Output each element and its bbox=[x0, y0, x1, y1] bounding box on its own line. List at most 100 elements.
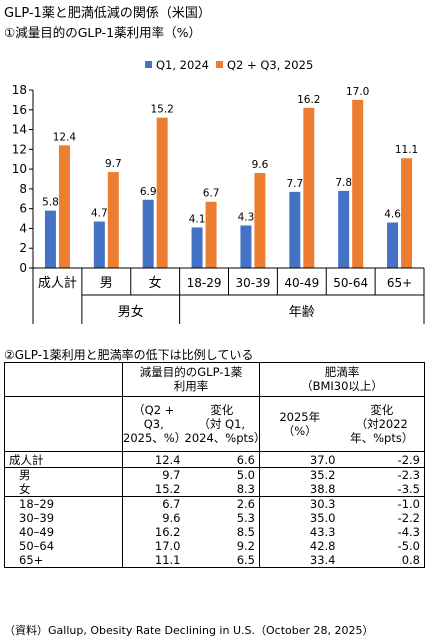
cell-obesity-change: -4.3 bbox=[397, 525, 420, 539]
x-tick-label: 男 bbox=[100, 276, 113, 291]
y-tick-label: 12 bbox=[12, 142, 27, 156]
data-label: 17.0 bbox=[346, 86, 369, 98]
cell-label: 女 bbox=[19, 482, 31, 496]
cell-usage-change: 6.6 bbox=[236, 453, 255, 467]
bar bbox=[401, 158, 413, 268]
y-tick-label: 16 bbox=[12, 103, 27, 117]
y-tick-label: 0 bbox=[19, 261, 27, 275]
y-axis: 0 2 4 6 8 10 12 14 16 18 bbox=[12, 83, 34, 275]
data-table: 減量目的のGLP-1薬 利用率 肥満率 （BMI30以上） （Q2 + Q3, 202… bbox=[4, 362, 425, 568]
data-label: 7.8 bbox=[335, 177, 352, 189]
header-usage: （Q2 + Q3, 2025、%） bbox=[122, 396, 186, 452]
cell-obesity: 37.0 bbox=[259, 451, 340, 468]
cell-obesity-change: -3.5 bbox=[397, 482, 420, 496]
bar bbox=[93, 221, 105, 268]
data-label: 15.2 bbox=[150, 104, 173, 116]
table-row: 50–64 17.0 9.2 42.8 -5.0 bbox=[5, 539, 425, 553]
cell-usage-change: 8.5 bbox=[236, 525, 255, 539]
cell-obesity: 43.3 bbox=[259, 525, 340, 539]
y-tick-label: 10 bbox=[12, 162, 27, 176]
data-label: 5.8 bbox=[42, 197, 59, 209]
bars bbox=[44, 99, 413, 268]
data-labels: 5.8 4.7 6.9 4.1 4.3 7.7 7.8 4.6 12.4 9.7 15.2 6.7 9.… bbox=[42, 86, 418, 226]
main-title: GLP-1薬と肥満低減の関係（米国） bbox=[4, 6, 211, 21]
cell-usage: 6.7 bbox=[122, 496, 185, 511]
table-title: ②GLP-1薬利用と肥満率の低下は比例している bbox=[4, 348, 254, 362]
cell-obesity-change: -1.0 bbox=[339, 496, 425, 511]
x-tick-label: 50-64 bbox=[333, 276, 368, 290]
cell-label: 成人計 bbox=[9, 453, 44, 467]
cell-label: 18–29 bbox=[4, 496, 123, 511]
cell-label: 65+ bbox=[19, 553, 44, 567]
x-tick-label: 40-49 bbox=[284, 276, 319, 290]
header-obesity-rate: 2025年 （%） bbox=[259, 396, 340, 452]
cell-obesity-change: -5.0 bbox=[397, 539, 420, 553]
legend-swatch bbox=[145, 61, 152, 68]
data-label: 4.6 bbox=[384, 209, 401, 221]
cell-usage: 15.2 bbox=[122, 482, 185, 497]
cell-obesity: 42.8 bbox=[259, 539, 340, 553]
y-tick-label: 18 bbox=[12, 83, 27, 97]
cell-usage: 9.7 bbox=[122, 467, 185, 482]
cell-usage-change: 2.6 bbox=[184, 496, 260, 511]
data-label: 11.1 bbox=[395, 144, 418, 156]
chart-title: ①減量目的のGLP-1薬利用率（%） bbox=[4, 25, 201, 40]
header-obesity-change: 変化 （対2022 年、%pts） bbox=[339, 396, 425, 452]
bar bbox=[254, 173, 266, 268]
cell-usage-change: 5.0 bbox=[184, 467, 260, 482]
cell-usage: 16.2 bbox=[122, 525, 185, 539]
cell-obesity: 38.8 bbox=[259, 482, 340, 497]
bar bbox=[387, 222, 399, 268]
y-tick-label: 8 bbox=[19, 182, 27, 196]
x-tick-label: 65+ bbox=[387, 276, 412, 290]
cell-label: 50–64 bbox=[19, 539, 55, 553]
cell-obesity: 30.3 bbox=[259, 496, 340, 511]
cell-obesity-change: -2.3 bbox=[339, 467, 425, 482]
cell-obesity: 35.0 bbox=[259, 511, 340, 525]
data-label: 6.9 bbox=[140, 186, 157, 198]
bar bbox=[240, 225, 252, 268]
cell-obesity-change: 0.8 bbox=[401, 553, 420, 567]
header-usage-change: 変化 （対 Q1, 2024、%pts） bbox=[184, 396, 266, 452]
y-tick-label: 2 bbox=[19, 241, 27, 255]
cell-obesity-change: -2.9 bbox=[397, 453, 420, 467]
legend-label: Q1, 2024 bbox=[156, 58, 209, 72]
bar bbox=[191, 227, 203, 268]
bar bbox=[303, 107, 315, 268]
table-row: 男 9.7 5.0 35.2 -2.3 bbox=[4, 467, 425, 482]
bar-chart: 0 2 4 6 8 10 12 14 16 18 5.8 4.7 6.9 4.1 4.3 7.7 7.8 4.6… bbox=[12, 58, 425, 324]
cell-usage-change: 5.3 bbox=[236, 511, 255, 525]
y-tick-label: 6 bbox=[19, 202, 27, 216]
bar bbox=[142, 199, 154, 268]
cell-usage-change: 8.3 bbox=[236, 482, 255, 496]
data-label: 4.1 bbox=[189, 213, 206, 225]
cell-usage: 17.0 bbox=[122, 539, 185, 553]
bar bbox=[44, 210, 56, 268]
table-row: 30–39 9.6 5.3 35.0 -2.2 bbox=[5, 511, 425, 525]
bar bbox=[352, 99, 364, 268]
x-tick-label: 女 bbox=[149, 275, 162, 291]
header-glp1: 減量目的のGLP-1薬 利用率 bbox=[122, 362, 260, 397]
data-label: 4.7 bbox=[91, 208, 108, 220]
cell-obesity-change: -2.2 bbox=[397, 511, 420, 525]
data-label: 6.7 bbox=[203, 188, 220, 200]
cell-label: 男 bbox=[4, 467, 123, 482]
x-tick-label: 30-39 bbox=[236, 276, 271, 290]
x-axis: 成人計男女 18-29 30-39 40-49 50-64 65+男女 年齢 bbox=[32, 267, 425, 324]
table-row: 40–49 16.2 8.5 43.3 -4.3 bbox=[5, 525, 425, 539]
legend-label: Q2 + Q3, 2025 bbox=[227, 58, 313, 72]
bar bbox=[338, 190, 350, 268]
bar bbox=[289, 191, 301, 268]
bar bbox=[205, 201, 217, 268]
cell-usage: 11.1 bbox=[122, 553, 185, 568]
cell-usage-change: 6.5 bbox=[236, 553, 255, 567]
data-label: 4.3 bbox=[238, 211, 255, 223]
legend-swatch bbox=[216, 61, 223, 68]
group-label: 男女 bbox=[118, 304, 144, 320]
table-row: 18–29 6.7 2.6 30.3 -1.0 bbox=[4, 496, 425, 511]
cell-label: 40–49 bbox=[19, 525, 55, 539]
cell-usage: 9.6 bbox=[122, 511, 185, 525]
x-tick-label: 成人計 bbox=[38, 275, 77, 291]
source-note: （資料）Gallup, Obesity Rate Declining in U.… bbox=[4, 624, 374, 637]
cell-usage: 12.4 bbox=[122, 451, 185, 468]
